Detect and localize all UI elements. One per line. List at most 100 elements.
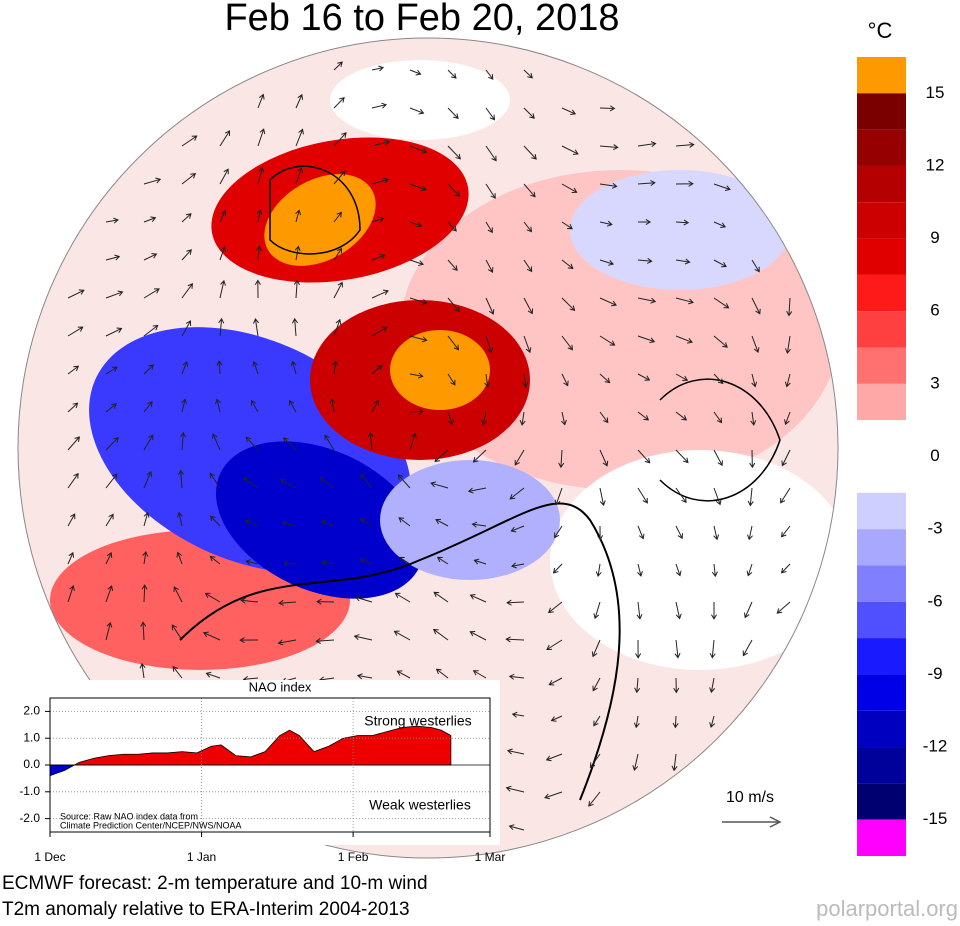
coastline: [269, 165, 361, 255]
wind-arrow: [447, 373, 456, 386]
wind-arrow: [672, 715, 679, 729]
wind-arrow: [435, 518, 449, 527]
coastline: [179, 502, 621, 801]
wind-arrow: [320, 519, 335, 527]
wind-arrow: [709, 715, 716, 729]
x-tick-label: 1 Feb: [338, 850, 369, 864]
wind-arrow: [371, 326, 388, 337]
wind-arrow: [561, 297, 576, 311]
wind-arrow: [637, 449, 651, 464]
wind-arrow: [506, 748, 525, 755]
wind-arrow: [784, 411, 791, 426]
wind-arrow: [544, 791, 563, 800]
wind-arrow: [67, 585, 75, 603]
wind-arrow: [356, 673, 373, 680]
wind-arrow: [320, 559, 335, 566]
colorbar-band: [857, 601, 906, 639]
wind-arrow: [209, 472, 221, 489]
anomaly-patch: [390, 330, 490, 410]
wind-arrow: [239, 637, 259, 644]
wind-arrow: [523, 69, 533, 79]
wind-arrow: [742, 639, 753, 657]
wind-arrow: [181, 283, 193, 299]
wind-arrow: [485, 297, 495, 315]
colorbar-tick-label: 15: [926, 83, 945, 102]
wind-arrow: [713, 373, 724, 385]
wind-arrow: [713, 221, 727, 228]
x-tick-label: 1 Dec: [34, 850, 65, 864]
wind-arrow: [291, 317, 298, 337]
wind-arrow: [508, 673, 525, 680]
wind-arrow: [279, 478, 297, 489]
wind-arrow: [293, 279, 300, 299]
wind-arrow: [713, 525, 720, 541]
wind-arrow: [560, 411, 567, 426]
wind-arrow: [505, 636, 525, 643]
wind-arrow: [546, 639, 563, 651]
wind-arrow: [172, 665, 183, 679]
wind-arrow: [481, 411, 487, 426]
wind-arrow: [506, 599, 525, 606]
wind-arrow: [485, 221, 493, 234]
wind-arrow: [599, 411, 609, 424]
wind-arrow: [333, 132, 347, 147]
wind-arrow: [447, 221, 457, 232]
wind-arrow: [216, 360, 223, 375]
wind-arrow: [637, 373, 651, 381]
x-tick-label: 1 Mar: [475, 850, 506, 864]
wind-arrow: [786, 297, 793, 317]
wind-arrow: [181, 213, 192, 223]
anomaly-patch: [550, 450, 838, 670]
wind-arrow: [484, 373, 491, 388]
wind-arrow: [485, 69, 494, 80]
wind-arrow: [257, 128, 266, 147]
colorbar-band: [857, 492, 906, 530]
wind-arrow: [780, 525, 791, 538]
wind-arrow: [371, 65, 385, 72]
wind-arrow: [295, 128, 304, 147]
colorbar-band: [857, 638, 906, 675]
wind-arrow: [105, 327, 123, 337]
wind-arrow: [333, 318, 342, 337]
wind-arrow: [472, 670, 487, 679]
wind-arrow: [589, 753, 601, 769]
wind-scale-label: 10 m/s: [726, 789, 774, 806]
wind-arrow: [409, 432, 417, 451]
wind-arrow: [781, 449, 791, 467]
wind-arrow: [430, 481, 449, 489]
anomaly-patch: [330, 60, 510, 140]
wind-arrow: [294, 245, 301, 261]
wind-arrow: [245, 559, 259, 565]
chart-title: NAO index: [249, 679, 312, 694]
wind-arrow: [256, 245, 262, 261]
wind-arrow: [67, 402, 79, 413]
colorbar-tick-label: -9: [927, 664, 942, 683]
wind-arrow: [181, 398, 187, 413]
wind-arrow: [290, 360, 297, 375]
wind-arrow: [747, 487, 754, 507]
colorbar-band: [857, 57, 906, 94]
y-tick-label: 2.0: [23, 704, 40, 718]
wind-arrow: [245, 436, 259, 451]
wind-arrow: [240, 597, 259, 604]
wind-arrow: [432, 628, 449, 641]
wind-arrow: [177, 469, 184, 489]
wind-arrow: [599, 297, 617, 307]
globe-edge: [17, 37, 839, 859]
wind-arrow: [593, 715, 601, 727]
colorbar-unit: °C: [868, 18, 893, 43]
wind-arrow: [211, 433, 221, 451]
wind-arrow: [176, 551, 183, 565]
wind-arrow: [282, 437, 297, 451]
wind-arrow: [371, 177, 390, 185]
wind-arrow: [171, 624, 183, 641]
wind-arrow: [67, 436, 81, 451]
wind-arrow: [105, 513, 114, 527]
wind-arrow: [105, 621, 113, 641]
wind-arrow: [371, 139, 391, 147]
wind-arrow: [447, 107, 459, 120]
annotation: Strong westerlies: [364, 713, 471, 729]
colorbar-band: [857, 311, 906, 348]
wind-arrow: [709, 639, 716, 659]
